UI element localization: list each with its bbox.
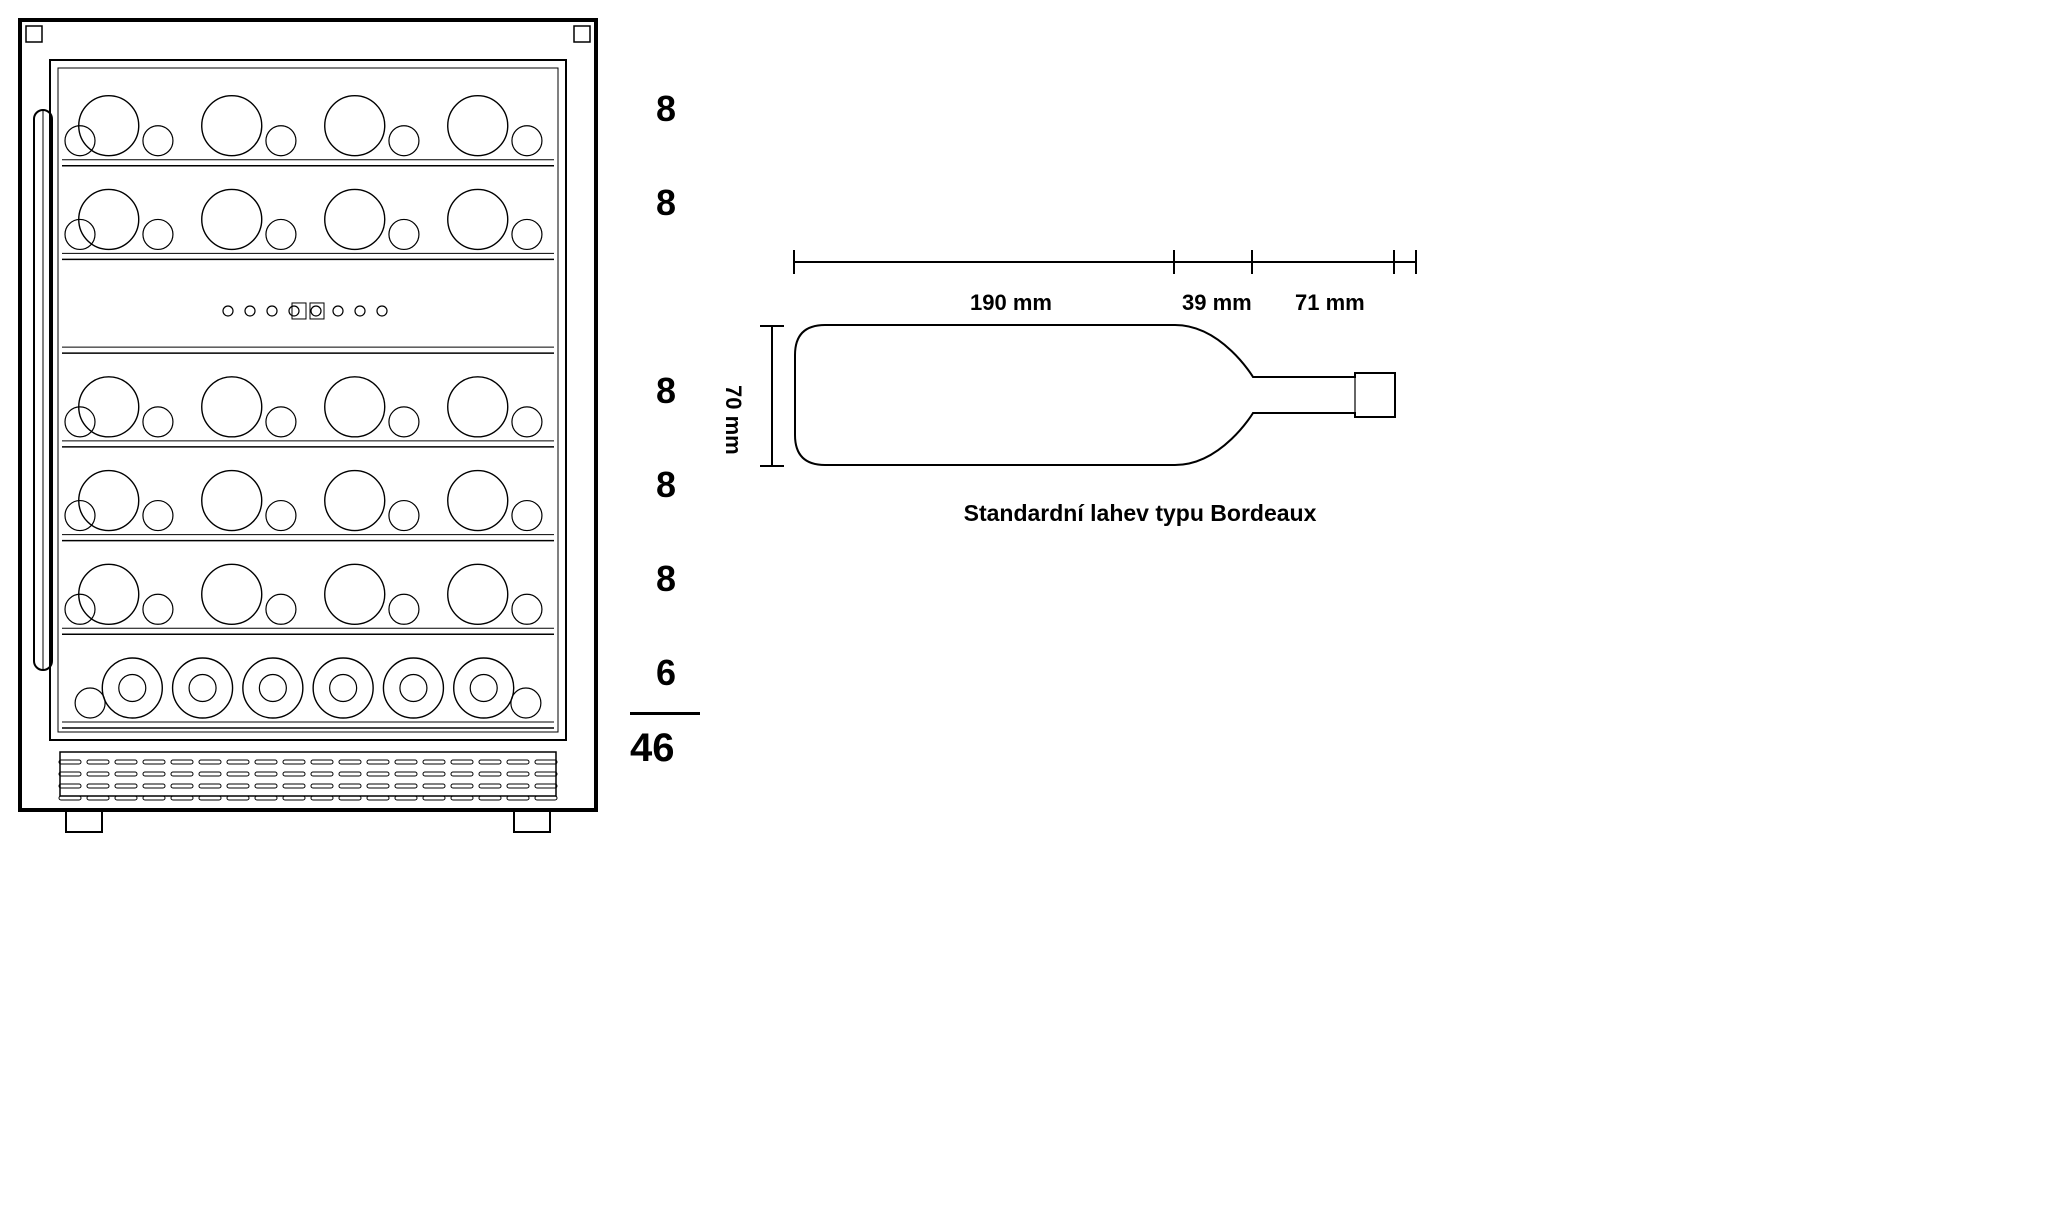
dimension-label-height: 70 mm (720, 385, 746, 455)
diagram-canvas: 888886 46 Standardní lahev typu Bordeaux… (0, 0, 2049, 1225)
dimension-label: 71 mm (1295, 290, 1365, 316)
bottle-caption: Standardní lahev typu Bordeaux (860, 500, 1420, 527)
dimension-label: 39 mm (1182, 290, 1252, 316)
dimension-label: 190 mm (970, 290, 1052, 316)
bottle-dimension-bars (0, 0, 2049, 1225)
